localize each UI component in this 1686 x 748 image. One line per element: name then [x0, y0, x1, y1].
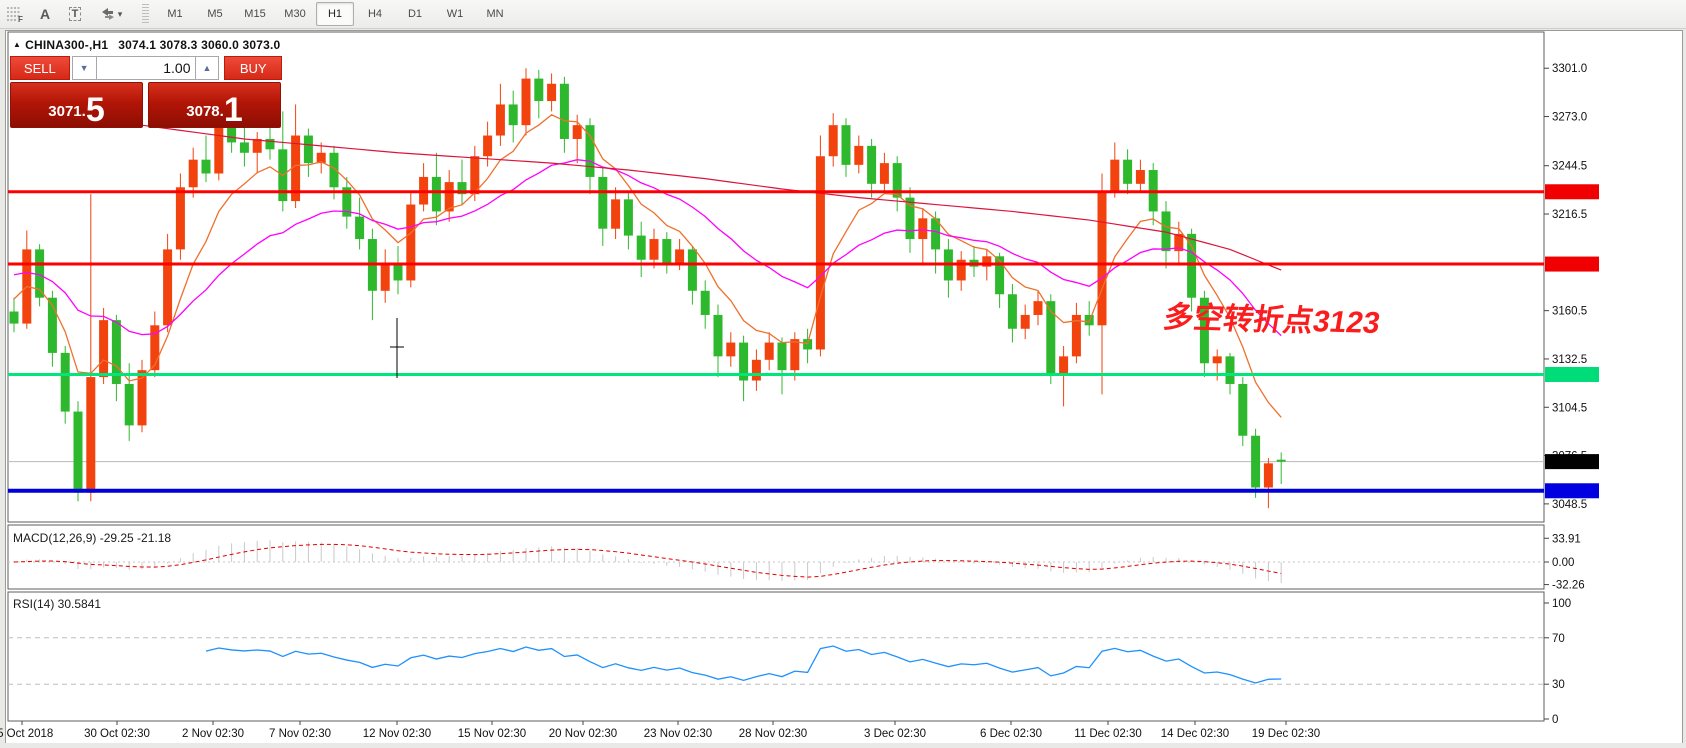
timeframe-h4[interactable]: H4 — [367, 8, 383, 20]
toolbar: F A T ▾ M1 M5 M15 M30 H1 H4 D1 W1 MN — [0, 0, 1686, 29]
sell-price-dot: . — [81, 103, 86, 120]
ohlc-quote: 3074.1 3078.3 3060.0 3073.0 — [118, 38, 281, 52]
sell-button[interactable]: SELL — [10, 56, 70, 80]
time-label: 14 Dec 02:30 — [1161, 728, 1229, 740]
y-tick-label: 3273.0 — [1552, 112, 1587, 124]
volume-input[interactable] — [96, 56, 195, 80]
y-tick-label: 3301.0 — [1552, 63, 1587, 75]
buy-price-main: 3078 — [186, 103, 220, 120]
time-label: 30 Oct 02:30 — [84, 728, 150, 740]
y-tick-label: 3160.5 — [1552, 306, 1587, 318]
time-label: 11 Dec 02:30 — [1074, 728, 1142, 740]
time-label: 23 Nov 02:30 — [644, 728, 712, 740]
timeframe-h1[interactable]: H1 — [316, 2, 354, 26]
y-tick-label: 3104.5 — [1552, 402, 1587, 414]
timeframe-m5[interactable]: M5 — [207, 8, 223, 20]
dropdown-caret-icon: ▾ — [117, 8, 123, 19]
rsi-line — [205, 645, 1282, 684]
one-click-trade-panel: SELL ▼ ▲ BUY 3071.5 3078.1 — [10, 56, 283, 128]
fibonacci-icon-glyph: F — [7, 7, 23, 22]
y-tick-label: 3244.5 — [1552, 161, 1587, 173]
time-label: 28 Nov 02:30 — [739, 728, 807, 740]
chart-header: ▲ CHINA300-,H1 3074.1 3078.3 3060.0 3073.0 — [13, 38, 280, 52]
rsi-pane[interactable] — [7, 591, 1545, 722]
macd-histogram — [13, 540, 1282, 583]
rsi-tick-label: 70 — [1552, 633, 1565, 645]
rsi-label: RSI(14) 30.5841 — [13, 597, 102, 611]
time-axis[interactable]: 25 Oct 2018 30 Oct 02:30 2 Nov 02:30 7 Nov … — [0, 721, 1320, 740]
timeframe-group: M1 M5 M15 M30 H1 H4 D1 W1 MN — [155, 2, 515, 26]
rsi-tick-label: 30 — [1552, 679, 1565, 691]
macd-pane[interactable] — [7, 524, 1545, 590]
text-box-icon[interactable]: T — [61, 2, 89, 26]
macd-tick-label: 0.00 — [1552, 557, 1574, 569]
rsi-tick-label: 0 — [1552, 714, 1558, 726]
timeframe-m1[interactable]: M1 — [167, 8, 183, 20]
y-tick-label: 3132.5 — [1552, 354, 1587, 366]
timeframe-m30[interactable]: M30 — [284, 8, 306, 20]
hline-badge-bg — [1545, 483, 1599, 499]
ma-mid-line — [13, 159, 1282, 337]
sell-price-main: 3071 — [48, 103, 82, 120]
ma-slow-line — [90, 117, 1282, 271]
rsi-tick-label: 100 — [1552, 598, 1571, 610]
hline-badge-bg — [1545, 366, 1599, 382]
time-label: 19 Dec 02:30 — [1252, 728, 1320, 740]
macd-signal-line — [13, 543, 1282, 578]
sell-price-big: 5 — [85, 91, 105, 129]
hline-badge-bg — [1545, 184, 1599, 200]
volume-increase-button[interactable]: ▲ — [194, 56, 220, 80]
time-label: 15 Nov 02:30 — [458, 728, 526, 740]
symbol-label: CHINA300-,H1 — [25, 38, 109, 52]
timeframe-d1[interactable]: D1 — [407, 8, 423, 20]
buy-price-big: 1 — [223, 91, 243, 129]
time-label: 6 Dec 02:30 — [980, 728, 1042, 740]
volume-decrease-button[interactable]: ▼ — [71, 56, 97, 80]
chart-annotation[interactable]: 多空转折点3123 — [1161, 300, 1383, 341]
text-label-icon[interactable]: A — [39, 6, 51, 22]
buy-button[interactable]: BUY — [224, 56, 283, 80]
hline-badge-bg — [1545, 256, 1599, 272]
status-strip — [0, 743, 1686, 748]
price-axis[interactable]: 3301.0 3273.0 3244.5 3216.5 3160.5 3132.5 3104… — [1552, 63, 1589, 726]
collapse-icon[interactable]: ▲ — [13, 40, 22, 49]
sell-price-display[interactable]: 3071. 5 — [10, 82, 143, 128]
y-tick-label: 3048.5 — [1552, 499, 1587, 511]
time-label: 2 Nov 02:30 — [182, 728, 244, 740]
y-tick-label: 3216.5 — [1552, 209, 1587, 221]
time-label: 25 Oct 2018 — [0, 728, 53, 740]
macd-tick-label: -32.26 — [1552, 580, 1585, 592]
buy-price-display[interactable]: 3078. 1 — [148, 82, 281, 128]
buy-price-dot: . — [219, 103, 224, 120]
time-label: 12 Nov 02:30 — [363, 728, 431, 740]
macd-tick-label: 33.91 — [1552, 533, 1581, 545]
macd-label: MACD(12,26,9) -29.25 -21.18 — [13, 531, 172, 545]
current-price-badge-bg — [1545, 454, 1599, 470]
time-label: 3 Dec 02:30 — [864, 728, 926, 740]
ma-fast-line — [13, 113, 1282, 418]
arrows-icon[interactable]: ▾ — [91, 2, 131, 26]
toolbar-grip[interactable] — [142, 4, 149, 24]
svg-text:F: F — [18, 15, 23, 22]
timeframe-w1[interactable]: W1 — [446, 8, 464, 20]
fibonacci-icon[interactable]: F — [1, 2, 29, 26]
time-label: 7 Nov 02:30 — [269, 728, 331, 740]
time-label: 20 Nov 02:30 — [549, 728, 617, 740]
arrows-icon-glyph — [101, 8, 114, 20]
timeframe-mn[interactable]: MN — [486, 8, 504, 20]
timeframe-m15[interactable]: M15 — [244, 8, 266, 20]
